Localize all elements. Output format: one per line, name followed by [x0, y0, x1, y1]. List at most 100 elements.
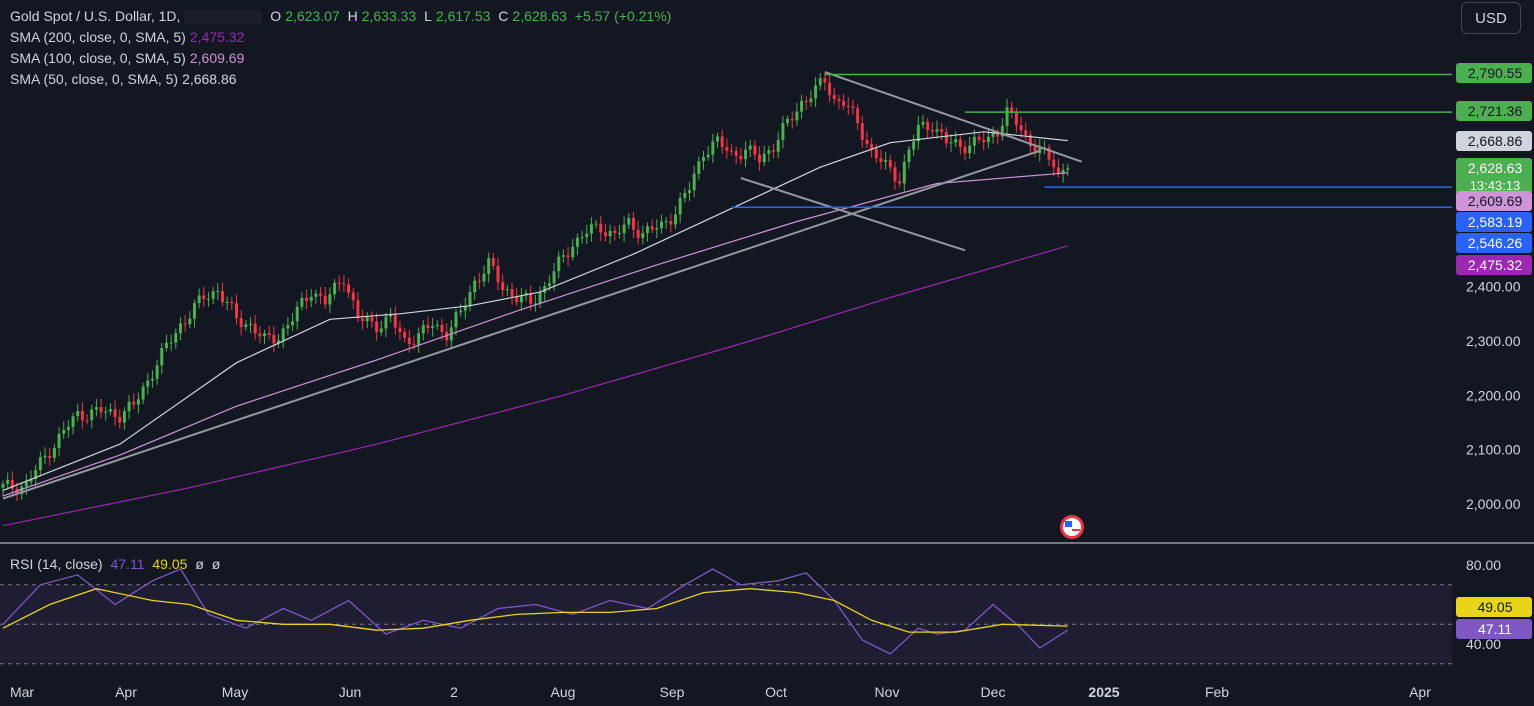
candle-body: [305, 297, 309, 301]
price-label-text: 2,546.26: [1468, 235, 1523, 251]
candle-body: [800, 100, 804, 112]
price-axis-label: 2,000.00: [1466, 496, 1521, 512]
sma200-label: SMA (200, close, 0, SMA, 5): [10, 29, 186, 45]
candle-body: [809, 98, 813, 102]
candle-body: [767, 150, 771, 154]
price-axis-label: 2,300.00: [1466, 333, 1521, 349]
candle-body: [991, 133, 995, 137]
candle-body: [599, 223, 603, 233]
candle-body: [842, 100, 846, 106]
price-axis-label: 2,200.00: [1466, 387, 1521, 403]
sma200-line: [2, 245, 1068, 527]
price-label-text: 2,609.69: [1468, 193, 1523, 209]
sma100-label: SMA (100, close, 0, SMA, 5): [10, 50, 186, 66]
sma100-legend[interactable]: SMA (100, close, 0, SMA, 5) 2,609.69: [10, 50, 248, 66]
candle-body: [6, 479, 10, 484]
candle-body: [739, 155, 743, 160]
rsi-price-label-text: 47.11: [1478, 621, 1512, 637]
sma100-line: [2, 172, 1068, 497]
candle-body: [916, 124, 920, 142]
price-label: 2,475.32: [1456, 255, 1532, 275]
candle-body: [594, 223, 598, 225]
candle-body: [1038, 147, 1042, 154]
candle-body: [1024, 130, 1028, 135]
candle-body: [76, 411, 80, 417]
candle-body: [720, 136, 724, 148]
sma50-legend[interactable]: SMA (50, close, 0, SMA, 5) 2,668.86: [10, 71, 241, 87]
candle-body: [893, 167, 897, 182]
candle-body: [529, 292, 533, 304]
time-axis-label: Aug: [551, 684, 576, 700]
candle-body: [641, 233, 645, 239]
candle-body: [113, 409, 117, 417]
us-flag-icon: [1060, 515, 1084, 539]
candle-body: [585, 233, 589, 238]
time-axis-label: Oct: [765, 684, 787, 700]
candle-body: [482, 273, 486, 282]
rsi-price-label: 47.11: [1456, 619, 1532, 639]
price-label-text: 2,583.19: [1468, 214, 1523, 230]
time-axis-label: Apr: [115, 684, 137, 700]
candle-body: [734, 150, 738, 156]
candle-body: [552, 271, 556, 284]
time-axis-label: Apr: [1409, 684, 1431, 700]
candle-body: [136, 399, 140, 405]
candle-body: [547, 283, 551, 287]
candle-body: [589, 224, 593, 234]
rsi-label: RSI (14, close): [10, 556, 103, 572]
candle-body: [645, 226, 649, 234]
candle-body: [968, 145, 972, 154]
rsi-legend[interactable]: RSI (14, close) 47.11 49.05 ø ø: [10, 556, 224, 572]
candle-body: [1010, 107, 1014, 113]
price-label-text: 2,668.86: [1468, 133, 1523, 149]
candle-body: [837, 98, 841, 101]
price-label-text: 2,721.36: [1468, 103, 1523, 119]
candle-body: [263, 333, 267, 337]
price-label-text: 2,790.55: [1468, 65, 1523, 81]
candle-body: [557, 256, 561, 272]
candle-body: [459, 310, 463, 313]
candle-body: [188, 318, 192, 325]
high-value: 2,633.33: [361, 8, 417, 24]
candle-body: [477, 280, 481, 282]
candle-body: [249, 323, 253, 325]
change-value: +5.57 (+0.21%): [574, 8, 672, 24]
candle-body: [127, 401, 131, 412]
sma200-legend[interactable]: SMA (200, close, 0, SMA, 5) 2,475.32: [10, 29, 248, 45]
candle-body: [370, 317, 374, 322]
candle-body: [220, 290, 224, 303]
symbol-title: Gold Spot / U.S. Dollar, 1D,: [10, 8, 181, 24]
sma100-value: 2,609.69: [189, 50, 245, 66]
candle-body: [211, 291, 215, 299]
rsi-line: [2, 568, 1069, 655]
candle-body: [108, 409, 112, 412]
candle-body: [538, 292, 542, 304]
rsi-axis-label: 40.00: [1466, 636, 1501, 652]
candle-body: [197, 295, 201, 304]
candle-body: [832, 95, 836, 99]
candle-body: [603, 232, 607, 237]
candle-body: [333, 282, 337, 295]
candle-body: [575, 237, 579, 247]
currency-button[interactable]: USD: [1461, 2, 1521, 34]
candle-body: [617, 233, 621, 235]
candle-body: [10, 479, 14, 489]
candle-body: [57, 433, 61, 448]
candle-body: [1028, 134, 1032, 147]
candle-body: [1000, 126, 1004, 137]
candle-body: [1047, 147, 1051, 160]
candle-body: [996, 133, 1000, 137]
candle-body: [758, 154, 762, 163]
candle-body: [781, 123, 785, 141]
open-value: 2,623.07: [285, 8, 340, 24]
candle-body: [963, 146, 967, 154]
price-label-text: 2,475.32: [1468, 257, 1523, 273]
candle-body: [356, 300, 360, 319]
candle-body: [393, 315, 397, 328]
candle-body: [379, 328, 383, 333]
open-label: O: [270, 8, 282, 24]
candle-body: [20, 486, 24, 495]
candle-body: [804, 100, 808, 102]
candle-body: [856, 108, 860, 124]
